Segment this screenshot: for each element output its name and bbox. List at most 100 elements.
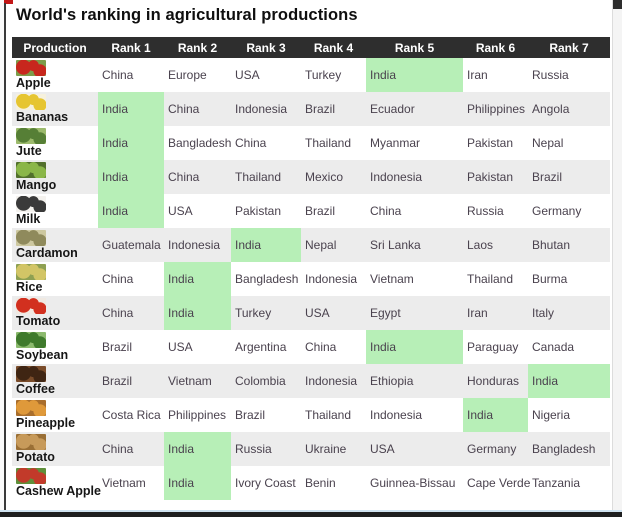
rank-cell: Ethiopia xyxy=(366,364,463,398)
rank-cell: Brazil xyxy=(98,364,164,398)
rank-cell: Thailand xyxy=(301,398,366,432)
rank-cell: Ivory Coast xyxy=(231,466,301,500)
rank-cell: India xyxy=(366,330,463,364)
soybean-icon xyxy=(16,332,46,348)
production-cell: Soybean xyxy=(12,330,98,364)
table-row: Jute India Bangladesh China Thailand Myanmar P… xyxy=(12,126,610,160)
rank-cell: Philippines xyxy=(463,92,528,126)
vertical-scrollbar-thumb[interactable] xyxy=(613,0,622,9)
rank-cell: Bangladesh xyxy=(528,432,610,466)
rank-cell: Mexico xyxy=(301,160,366,194)
rank-cell: Paraguay xyxy=(463,330,528,364)
rank-cell: Pakistan xyxy=(463,160,528,194)
rank-cell: Myanmar xyxy=(366,126,463,160)
rank-cell: Russia xyxy=(231,432,301,466)
rank-cell: Indonesia xyxy=(366,160,463,194)
coffee-beans-icon xyxy=(16,366,46,382)
rank-cell: Iran xyxy=(463,296,528,330)
production-cell: Milk xyxy=(12,194,98,228)
rank-cell: Indonesia xyxy=(301,262,366,296)
production-cell: Tomato xyxy=(12,296,98,330)
rank-cell: India xyxy=(98,92,164,126)
rank-cell: USA xyxy=(164,194,231,228)
rank-cell: Guatemala xyxy=(98,228,164,262)
rank-cell: Russia xyxy=(463,194,528,228)
agricultural-ranking-table: Production Rank 1 Rank 2 Rank 3 Rank 4 Rank 5… xyxy=(12,37,610,500)
product-name: Soybean xyxy=(16,348,69,362)
table-row: Rice China India Bangladesh Indonesia Vietnam… xyxy=(12,262,610,296)
rank-cell: Brazil xyxy=(301,194,366,228)
rank-cell: Ecuador xyxy=(366,92,463,126)
production-cell: Jute xyxy=(12,126,98,160)
rank-cell: India xyxy=(98,160,164,194)
rank-cell: India xyxy=(164,432,231,466)
rank-cell: Guinnea-Bissau xyxy=(366,466,463,500)
rank-cell: Europe xyxy=(164,58,231,92)
column-header: Production xyxy=(12,37,98,58)
rank-cell: Thailand xyxy=(301,126,366,160)
production-cell: Mango xyxy=(12,160,98,194)
rank-cell: Ukraine xyxy=(301,432,366,466)
rank-cell: USA xyxy=(301,296,366,330)
rank-cell: Argentina xyxy=(231,330,301,364)
pineapple-icon xyxy=(16,400,46,416)
rank-cell: Indonesia xyxy=(366,398,463,432)
rank-cell: USA xyxy=(164,330,231,364)
product-name: Apple xyxy=(16,76,51,90)
rank-cell: Nigeria xyxy=(528,398,610,432)
rank-cell: China xyxy=(164,92,231,126)
column-header: Rank 5 xyxy=(366,37,463,58)
table-row: Bananas India China Indonesia Brazil Ecuador P… xyxy=(12,92,610,126)
rank-cell: Nepal xyxy=(528,126,610,160)
corner-red-mark xyxy=(0,0,13,4)
rice-icon xyxy=(16,264,46,280)
product-name: Cashew Apple xyxy=(16,484,101,498)
jute-icon xyxy=(16,128,46,144)
product-name: Tomato xyxy=(16,314,61,328)
rank-cell: Brazil xyxy=(98,330,164,364)
rank-cell: China xyxy=(98,58,164,92)
rank-cell: Nepal xyxy=(301,228,366,262)
milk-cow-icon xyxy=(16,196,46,212)
rank-cell: Brazil xyxy=(301,92,366,126)
rank-cell: Pakistan xyxy=(231,194,301,228)
table-row: Potato China India Russia Ukraine USA Germany B… xyxy=(12,432,610,466)
rank-cell: India xyxy=(98,194,164,228)
table-body: Apple China Europe USA Turkey India Iran Russia… xyxy=(12,58,610,500)
rank-cell: China xyxy=(231,126,301,160)
rank-cell: Tanzania xyxy=(528,466,610,500)
product-name: Pineapple xyxy=(16,416,76,430)
rank-cell: Italy xyxy=(528,296,610,330)
rank-cell: USA xyxy=(366,432,463,466)
rank-cell: Brazil xyxy=(528,160,610,194)
rank-cell: Vietnam xyxy=(366,262,463,296)
rank-cell: Brazil xyxy=(231,398,301,432)
product-name: Mango xyxy=(16,178,57,192)
rank-cell: India xyxy=(164,296,231,330)
rank-cell: China xyxy=(366,194,463,228)
rank-cell: Bhutan xyxy=(528,228,610,262)
rank-cell: Colombia xyxy=(231,364,301,398)
production-cell: Cardamon xyxy=(12,228,98,262)
rank-cell: China xyxy=(301,330,366,364)
production-cell: Apple xyxy=(12,58,98,92)
rank-cell: Indonesia xyxy=(164,228,231,262)
mango-icon xyxy=(16,162,46,178)
rank-cell: India xyxy=(164,466,231,500)
production-cell: Cashew Apple xyxy=(12,466,101,500)
production-cell: Coffee xyxy=(12,364,98,398)
vertical-scrollbar-track[interactable] xyxy=(612,0,622,517)
column-header: Rank 7 xyxy=(528,37,610,58)
rank-cell: Burma xyxy=(528,262,610,296)
table-header-row: Production Rank 1 Rank 2 Rank 3 Rank 4 Rank 5… xyxy=(12,37,610,58)
rank-cell: India xyxy=(231,228,301,262)
rank-cell: Thailand xyxy=(231,160,301,194)
rank-cell: China xyxy=(98,296,164,330)
rank-cell: Angola xyxy=(528,92,610,126)
table-row: Milk India USA Pakistan Brazil China Russia Ger… xyxy=(12,194,610,228)
rank-cell: Laos xyxy=(463,228,528,262)
rank-cell: Russia xyxy=(528,58,610,92)
rank-cell: Vietnam xyxy=(98,466,164,500)
column-header: Rank 2 xyxy=(164,37,231,58)
